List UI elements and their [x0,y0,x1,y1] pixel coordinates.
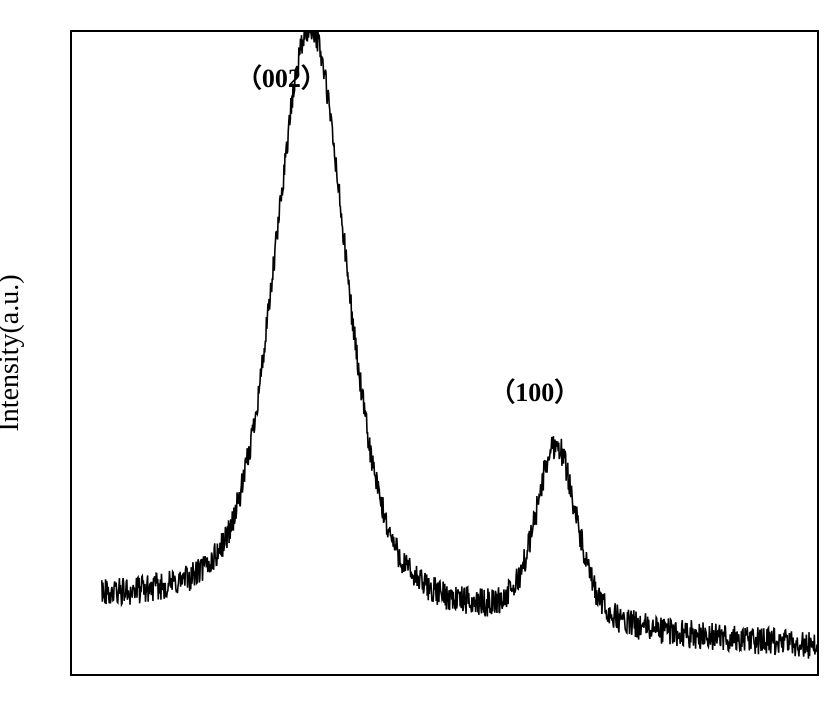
xrd-chart: Intensity(a.u.) （002） （100） [0,0,829,706]
plot-area: （002） （100） [70,30,819,676]
peak-label-100: （100） [489,372,580,409]
y-axis-label: Intensity(a.u.) [0,274,26,431]
peak-label-002: （002） [236,58,327,95]
spectrum-svg [72,32,817,674]
